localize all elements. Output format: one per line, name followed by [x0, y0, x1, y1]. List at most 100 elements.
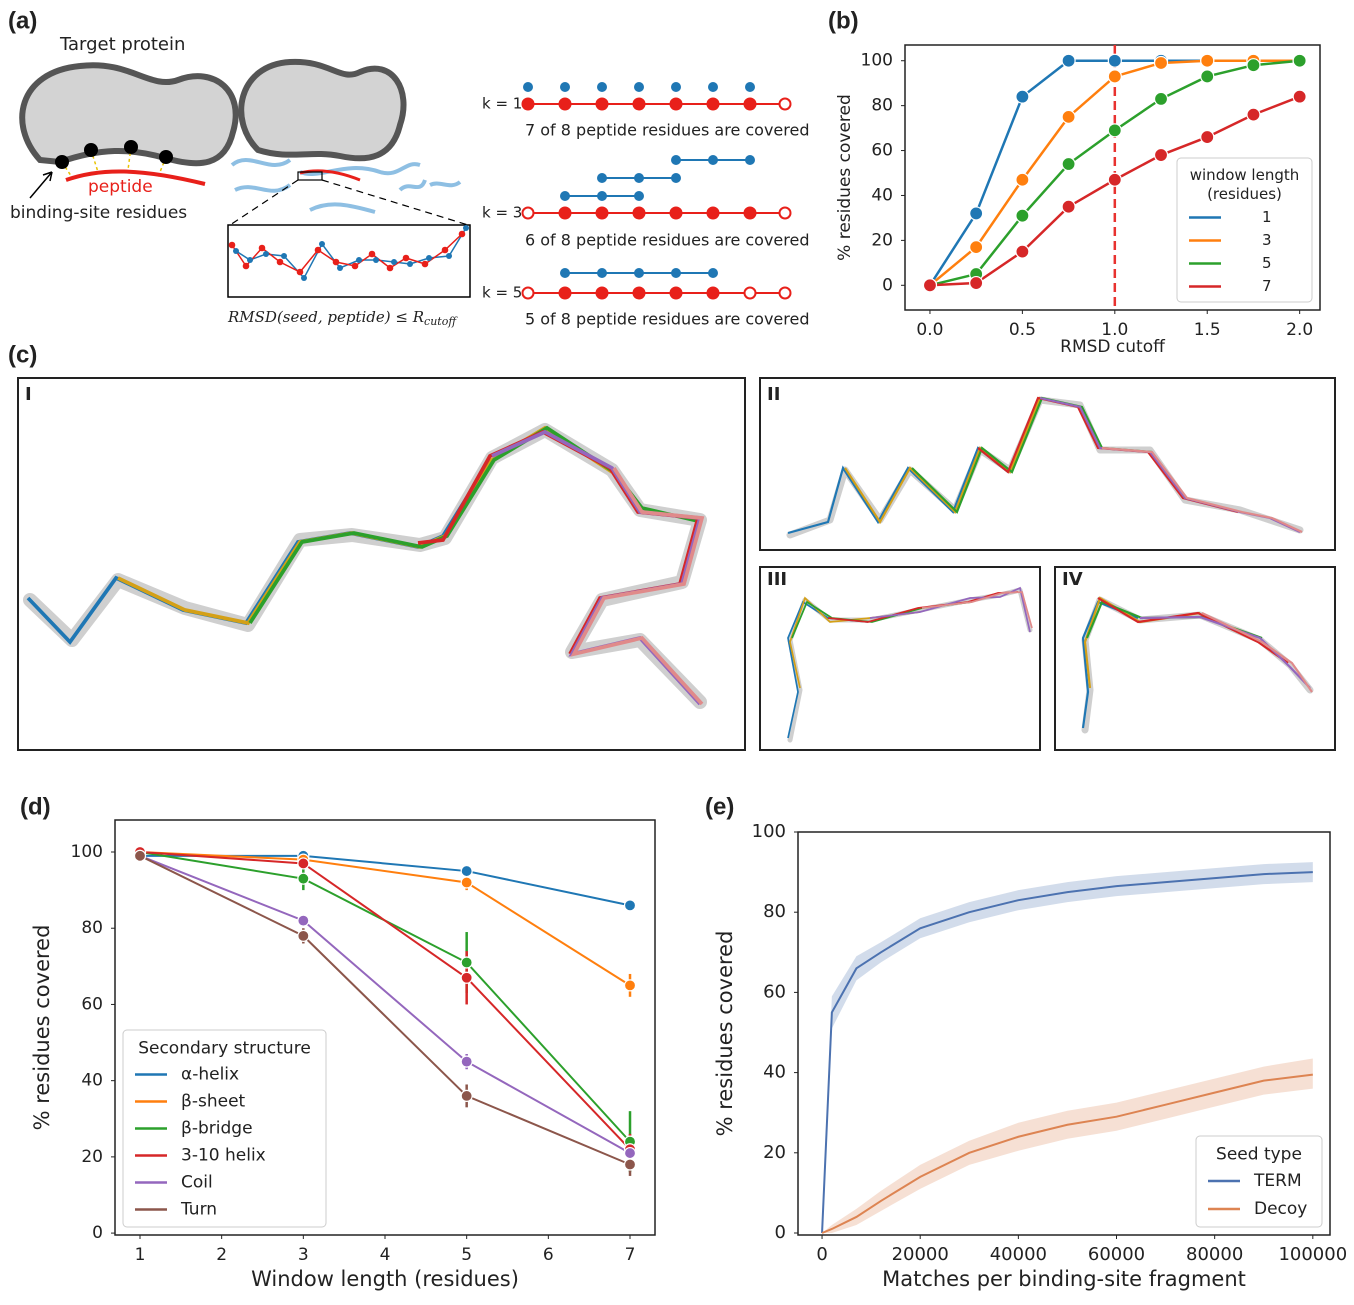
- binding-site: [159, 150, 173, 164]
- reference-backbone: [1081, 596, 1314, 734]
- x-axis-label: Matches per binding-site fragment: [882, 1267, 1246, 1291]
- x-tick-label: 80000: [1186, 1244, 1243, 1265]
- reference-backbone: [23, 423, 707, 709]
- seed-backbone: [869, 586, 1031, 633]
- y-tick-label: 60: [81, 994, 103, 1014]
- seed-residue: [597, 82, 607, 92]
- data-point: [1107, 172, 1122, 187]
- data-point: [1015, 244, 1030, 259]
- inset-atom: [402, 254, 410, 262]
- seed-residue: [671, 173, 681, 183]
- peptide-residue: [669, 206, 683, 220]
- series-line: [821, 1073, 1313, 1234]
- legend-title: Secondary structure: [138, 1039, 311, 1059]
- data-point: [969, 240, 984, 255]
- peptide-residue: [669, 286, 683, 300]
- inset-atom: [356, 257, 362, 263]
- seed-residue: [597, 268, 607, 278]
- data-point: [969, 206, 984, 221]
- seed-residue: [597, 173, 607, 183]
- data-point: [1153, 147, 1169, 163]
- inset-atom: [258, 244, 266, 252]
- legend-label: 1: [1262, 208, 1272, 226]
- data-point: [1246, 58, 1261, 73]
- data-point: [1107, 69, 1122, 84]
- y-tick-label: 0: [882, 275, 893, 295]
- y-tick-label: 80: [763, 901, 786, 922]
- inset-atom: [446, 253, 452, 259]
- peptide-line: [65, 169, 206, 186]
- seed-backbone: [1201, 612, 1313, 693]
- peptide-residue: [669, 97, 683, 111]
- inset-atom: [441, 246, 449, 254]
- seed-residue: [597, 191, 607, 201]
- inset-atom: [421, 260, 429, 268]
- peptide-residue: [778, 206, 792, 220]
- k-label: k = 1: [482, 95, 522, 113]
- binding-site: [55, 155, 69, 169]
- x-tick-label: 6: [543, 1245, 554, 1265]
- seed-fragment: [230, 158, 462, 214]
- x-tick-label: 0.0: [916, 320, 943, 340]
- seed-backbone: [1097, 597, 1289, 664]
- plot-frame: [904, 44, 1321, 311]
- inset-atom: [233, 248, 239, 254]
- peptide-residue: [558, 97, 572, 111]
- structures: [23, 396, 1314, 743]
- y-tick-label: 0: [775, 1222, 786, 1243]
- binding-site-label: binding-site residues: [10, 203, 187, 223]
- subpanel-label: II: [767, 384, 780, 405]
- peptide-residue: [778, 286, 792, 300]
- inset-atom: [386, 264, 394, 272]
- peptide-residue: [743, 97, 757, 111]
- legend-label: Coil: [181, 1173, 213, 1193]
- arrow: [29, 171, 53, 199]
- legend-box: [1195, 1135, 1323, 1228]
- legend-label: α-helix: [181, 1065, 239, 1085]
- protein-shape: [19, 62, 239, 167]
- coverage-caption: 7 of 8 peptide residues are covered: [525, 121, 810, 140]
- inset-atom: [314, 246, 322, 254]
- data-point: [297, 929, 310, 942]
- data-point: [297, 914, 310, 927]
- peptide-residue: [521, 206, 535, 220]
- seed-backbone: [570, 467, 705, 706]
- x-tick-label: 60000: [1088, 1244, 1145, 1265]
- x-tick-label: 2.0: [1286, 320, 1313, 340]
- inset-chains: [228, 225, 469, 281]
- seed-residue: [671, 155, 681, 165]
- seed-residue: [560, 191, 570, 201]
- series-line: [821, 871, 1313, 1234]
- k-label: k = 3: [482, 204, 522, 222]
- data-point: [1292, 89, 1307, 104]
- seed-backbone: [1139, 615, 1311, 689]
- inset-atom: [391, 259, 397, 265]
- inset-chain: [231, 233, 463, 273]
- binding-site: [124, 140, 138, 154]
- inset-atom: [373, 257, 379, 263]
- y-axis-label: % residues covered: [30, 925, 54, 1131]
- seed-backbone: [911, 396, 1153, 514]
- data-point: [623, 1158, 637, 1171]
- seed-residue: [708, 82, 718, 92]
- legend-label: 3-10 helix: [181, 1146, 266, 1166]
- data-point: [969, 275, 984, 291]
- seed-residue: [634, 268, 644, 278]
- series-line: [139, 854, 631, 1166]
- y-tick-label: 40: [871, 185, 893, 205]
- data-point: [1107, 53, 1122, 68]
- y-tick-label: 20: [763, 1142, 786, 1163]
- data-point: [1200, 129, 1215, 145]
- legend-box: [122, 1029, 327, 1228]
- series-line: [139, 854, 631, 1154]
- peptide-residue: [521, 286, 535, 300]
- legend-label: Decoy: [1254, 1199, 1307, 1219]
- peptide-label: peptide: [88, 177, 153, 197]
- y-tick-label: 100: [861, 51, 893, 71]
- seed-residue: [671, 82, 681, 92]
- y-axis-label: % residues covered: [835, 94, 855, 261]
- x-tick-label: 100000: [1278, 1244, 1347, 1265]
- peptide-residue: [706, 206, 720, 220]
- y-tick-label: 20: [871, 230, 893, 250]
